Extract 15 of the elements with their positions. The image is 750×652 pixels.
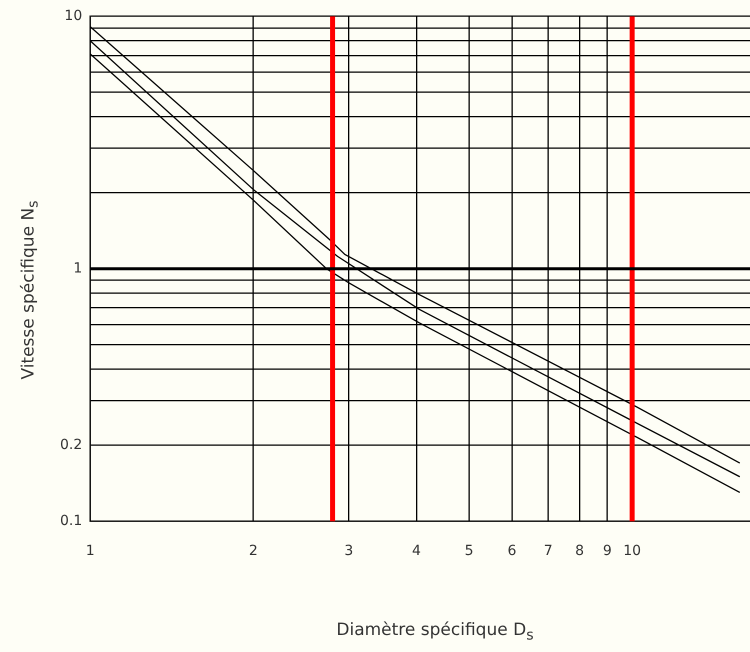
x-tick-label: 4	[412, 543, 422, 560]
y-tick-label: 1	[73, 260, 82, 276]
y-tick-label: 0.1	[60, 512, 82, 529]
y-tick-label: 0.2	[60, 436, 82, 453]
x-tick-label: 5	[464, 543, 474, 560]
x-tick-label: 9	[602, 543, 612, 560]
x-tick-label: 7	[544, 543, 553, 560]
x-axis-title: Diamètre spécifique D$_{s}$	[335, 620, 535, 644]
x-tick-label: 8	[575, 543, 584, 560]
x-tick-label: 10	[623, 543, 642, 560]
x-tick-label: 1	[86, 543, 95, 560]
x-tick-label: 2	[248, 543, 258, 560]
x-tick-label: 6	[507, 543, 516, 560]
y-tick-label: 10	[64, 8, 82, 24]
x-tick-label: 3	[344, 543, 354, 560]
